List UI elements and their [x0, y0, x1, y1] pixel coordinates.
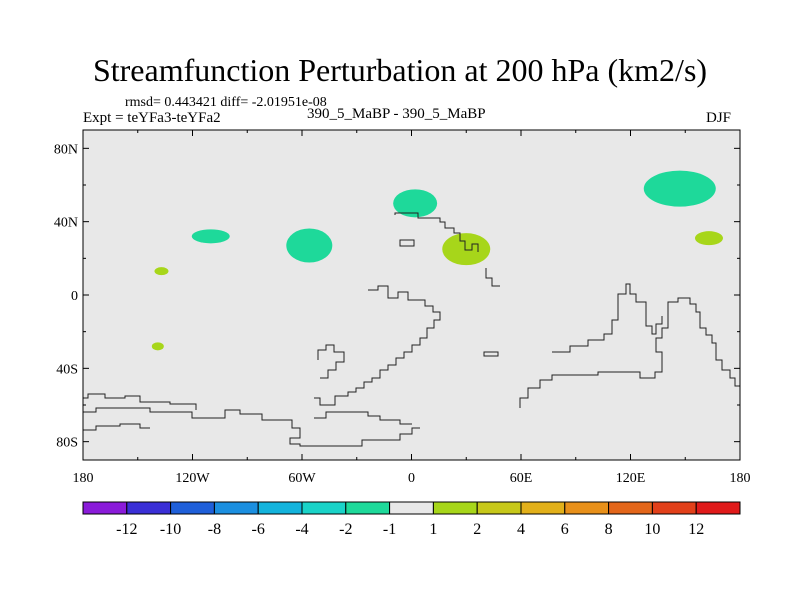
x-tick-label: 0 [408, 471, 415, 486]
anomaly-region-5 [442, 233, 491, 266]
colorbar-label: -2 [339, 521, 352, 538]
colorbar-swatch [126, 501, 172, 515]
colorbar-swatch [257, 501, 303, 515]
colorbar-swatch [82, 501, 128, 515]
colorbar-label: -4 [295, 521, 308, 538]
colorbar-label: 4 [517, 521, 525, 538]
colorbar-swatch [213, 501, 259, 515]
anomaly-region-2 [643, 170, 716, 207]
y-tick-label: 0 [71, 289, 78, 304]
plot-background [83, 130, 740, 460]
coastline-small-island [483, 351, 499, 357]
colorbar-label: 10 [644, 521, 660, 538]
coastline-indonesia [552, 283, 663, 353]
case-label: 390_5_MaBP - 390_5_MaBP [307, 106, 486, 122]
colorbar: -12 -10 -8 -6 -4 -2 -1 1 2 4 6 8 10 12 [82, 501, 741, 538]
anomaly-region-1 [393, 189, 438, 218]
coastline-south-america [314, 285, 441, 406]
colorbar-label: 12 [688, 521, 704, 538]
anomaly-region-4 [191, 229, 230, 244]
coastline-west-pacific [519, 297, 740, 408]
anomaly-region-6 [694, 231, 723, 246]
colorbar-swatch [608, 501, 653, 515]
colorbar-label: 6 [561, 521, 569, 538]
y-tick-label: 80N [54, 142, 78, 157]
x-tick-label: 120W [175, 471, 210, 486]
anomaly-region-3 [286, 228, 333, 263]
y-tick-label: 40N [54, 216, 78, 231]
coastline-iberia [399, 239, 415, 247]
axis-ticks: 180 120W 60W 0 60E 120E 180 80N 40N 0 40S 80S [54, 130, 751, 486]
colorbar-swatch [695, 501, 741, 515]
colorbar-swatch [651, 501, 697, 515]
colorbar-label: -8 [208, 521, 221, 538]
rmsd-diff-stats: rmsd= 0.443421 diff= -2.01951e-08 [125, 95, 327, 110]
colorbar-swatch [564, 501, 610, 515]
colorbar-swatch [301, 501, 347, 515]
x-tick-label: 180 [730, 471, 751, 486]
anomaly-region-8 [151, 342, 164, 351]
colorbar-swatch [345, 501, 391, 515]
colorbar-swatch [432, 501, 478, 515]
coastline-antarctic-west [83, 393, 197, 410]
x-tick-label: 120E [616, 471, 646, 486]
experiment-label: Expt = teYFa3-teYFa2 [83, 110, 221, 126]
colorbar-label: -12 [116, 521, 137, 538]
season-label: DJF [706, 110, 732, 126]
coastline-antarctic-far-east [83, 423, 150, 431]
x-tick-label: 60E [510, 471, 533, 486]
coastline-central-america [317, 344, 345, 379]
coastline-north-africa [394, 212, 479, 252]
coastline-antarctic-mid [83, 407, 420, 447]
x-tick-label: 180 [73, 471, 94, 486]
chart-title: Streamfunction Perturbation at 200 hPa (… [92, 52, 708, 88]
colorbar-swatch [520, 501, 566, 515]
colorbar-swatch [389, 501, 434, 515]
anomaly-region-7 [154, 267, 169, 276]
colorbar-label: 1 [429, 521, 437, 538]
y-tick-label: 40S [56, 362, 78, 377]
colorbar-swatch [476, 501, 522, 515]
colorbar-label: -10 [160, 521, 181, 538]
coastline-outlines [83, 212, 740, 447]
colorbar-label: 8 [605, 521, 613, 538]
coastline-antarctic-east [314, 411, 412, 425]
x-tick-label: 60W [288, 471, 316, 486]
colorbar-label: -1 [383, 521, 396, 538]
coastline-eastern-med [485, 268, 500, 287]
y-tick-label: 80S [56, 436, 78, 451]
colorbar-swatch [170, 501, 215, 515]
colorbar-label: 2 [473, 521, 481, 538]
colorbar-label: -6 [252, 521, 265, 538]
